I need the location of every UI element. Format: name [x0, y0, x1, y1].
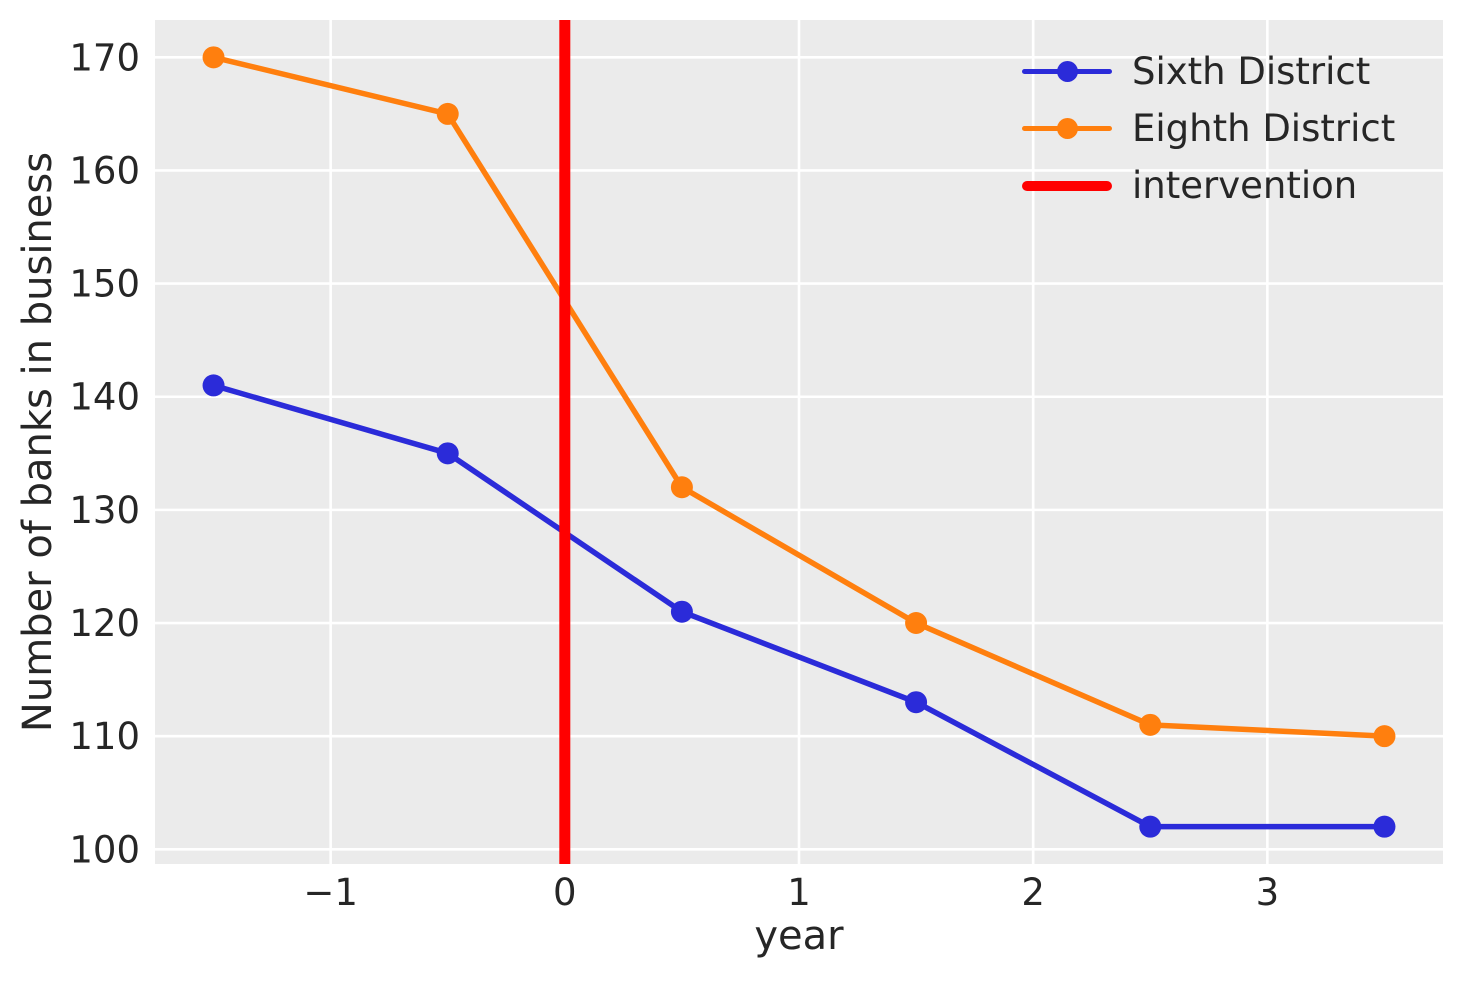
y-tick-label: 160: [69, 149, 140, 192]
eighth-district-line: [210, 54, 1388, 739]
x-tick-label: 3: [1256, 871, 1280, 914]
sixth-district-line-marker-icon: [1022, 59, 1112, 85]
y-tick-label: 150: [69, 263, 140, 306]
y-tick-label: 110: [69, 715, 140, 758]
legend-label-intervention: intervention: [1132, 164, 1358, 207]
sixth-district-data-point: [905, 691, 928, 714]
x-tick-label: 0: [553, 871, 577, 914]
legend-item-eighth-district: Eighth District: [1022, 100, 1395, 157]
eighth-district-data-point: [202, 46, 225, 69]
sixth-district-data-point: [202, 374, 225, 397]
x-axis-label: year: [754, 913, 844, 959]
sixth-district-data-point: [670, 600, 693, 623]
legend-label-sixth-district: Sixth District: [1132, 50, 1371, 93]
y-tick-label: 140: [69, 376, 140, 419]
legend-item-sixth-district: Sixth District: [1022, 43, 1395, 100]
sixth-district-line: [210, 382, 1388, 830]
y-tick-label: 120: [69, 602, 140, 645]
y-tick-label: 130: [69, 489, 140, 532]
legend-dot-icon: [1056, 61, 1078, 82]
sixth-district-data-point: [1373, 815, 1396, 838]
eighth-district-data-point: [1373, 725, 1396, 748]
eighth-district-data-point: [905, 612, 928, 635]
eighth-district-data-point: [1139, 713, 1162, 736]
legend: Sixth District Eighth District intervent…: [1022, 43, 1395, 214]
eighth-district-data-point: [670, 476, 693, 499]
sixth-district-data-point: [436, 442, 459, 465]
intervention-line-icon: [1022, 173, 1112, 199]
x-tick-label: 1: [787, 871, 811, 914]
legend-item-intervention: intervention: [1022, 157, 1395, 214]
legend-dot-icon: [1056, 118, 1078, 139]
legend-label-eighth-district: Eighth District: [1132, 107, 1396, 150]
sixth-district-data-point: [1139, 815, 1162, 838]
y-tick-label: 170: [69, 36, 140, 79]
y-axis-label: Number of banks in business: [15, 151, 61, 733]
legend-bar-icon: [1022, 180, 1112, 191]
x-tick-label: −1: [303, 871, 358, 914]
x-tick-label: 2: [1021, 871, 1045, 914]
y-tick-label: 100: [69, 828, 140, 871]
eighth-district-line-marker-icon: [1022, 116, 1112, 142]
eighth-district-data-point: [436, 102, 459, 125]
